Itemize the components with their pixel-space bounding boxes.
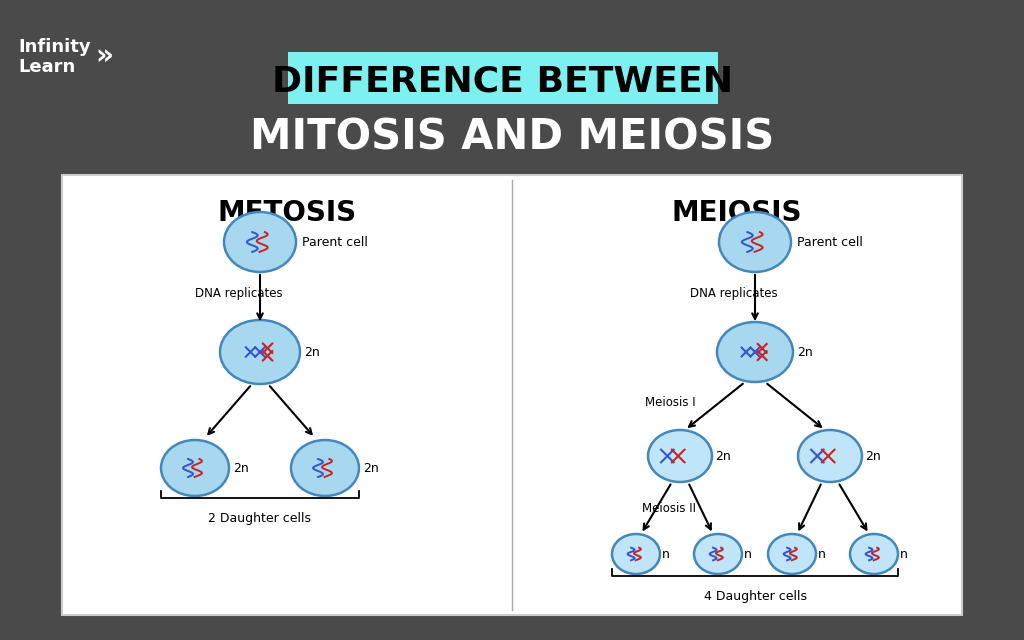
Text: DNA replicates: DNA replicates [690,287,777,301]
Text: 2n: 2n [233,461,249,474]
Text: 4 Daughter cells: 4 Daughter cells [703,590,807,603]
Ellipse shape [224,212,296,272]
Text: Meiosis I: Meiosis I [645,396,695,408]
Text: MITOSIS AND MEIOSIS: MITOSIS AND MEIOSIS [250,117,774,159]
Ellipse shape [850,534,898,574]
Text: 2n: 2n [304,346,319,358]
Ellipse shape [612,534,660,574]
Text: 2n: 2n [715,449,731,463]
Ellipse shape [648,430,712,482]
Text: Infinity: Infinity [18,38,91,56]
Text: n: n [900,547,908,561]
Text: 2n: 2n [362,461,379,474]
Text: »: » [95,42,113,70]
Text: Parent cell: Parent cell [797,236,863,248]
FancyBboxPatch shape [62,175,962,615]
Ellipse shape [291,440,359,496]
Text: n: n [744,547,752,561]
Text: Meiosis II: Meiosis II [642,502,696,515]
Ellipse shape [694,534,742,574]
Text: DNA replicates: DNA replicates [195,287,283,301]
Ellipse shape [719,212,791,272]
Ellipse shape [220,320,300,384]
Text: METOSIS: METOSIS [217,199,356,227]
Ellipse shape [768,534,816,574]
Ellipse shape [717,322,793,382]
Ellipse shape [798,430,862,482]
Text: n: n [818,547,826,561]
Text: n: n [662,547,670,561]
Text: MEIOSIS: MEIOSIS [672,199,802,227]
FancyBboxPatch shape [288,52,718,104]
Text: Learn: Learn [18,58,75,76]
Ellipse shape [161,440,229,496]
Text: Parent cell: Parent cell [302,236,368,248]
Text: 2n: 2n [865,449,881,463]
Text: 2n: 2n [797,346,813,358]
Text: DIFFERENCE BETWEEN: DIFFERENCE BETWEEN [272,65,733,99]
Text: 2 Daughter cells: 2 Daughter cells [209,512,311,525]
